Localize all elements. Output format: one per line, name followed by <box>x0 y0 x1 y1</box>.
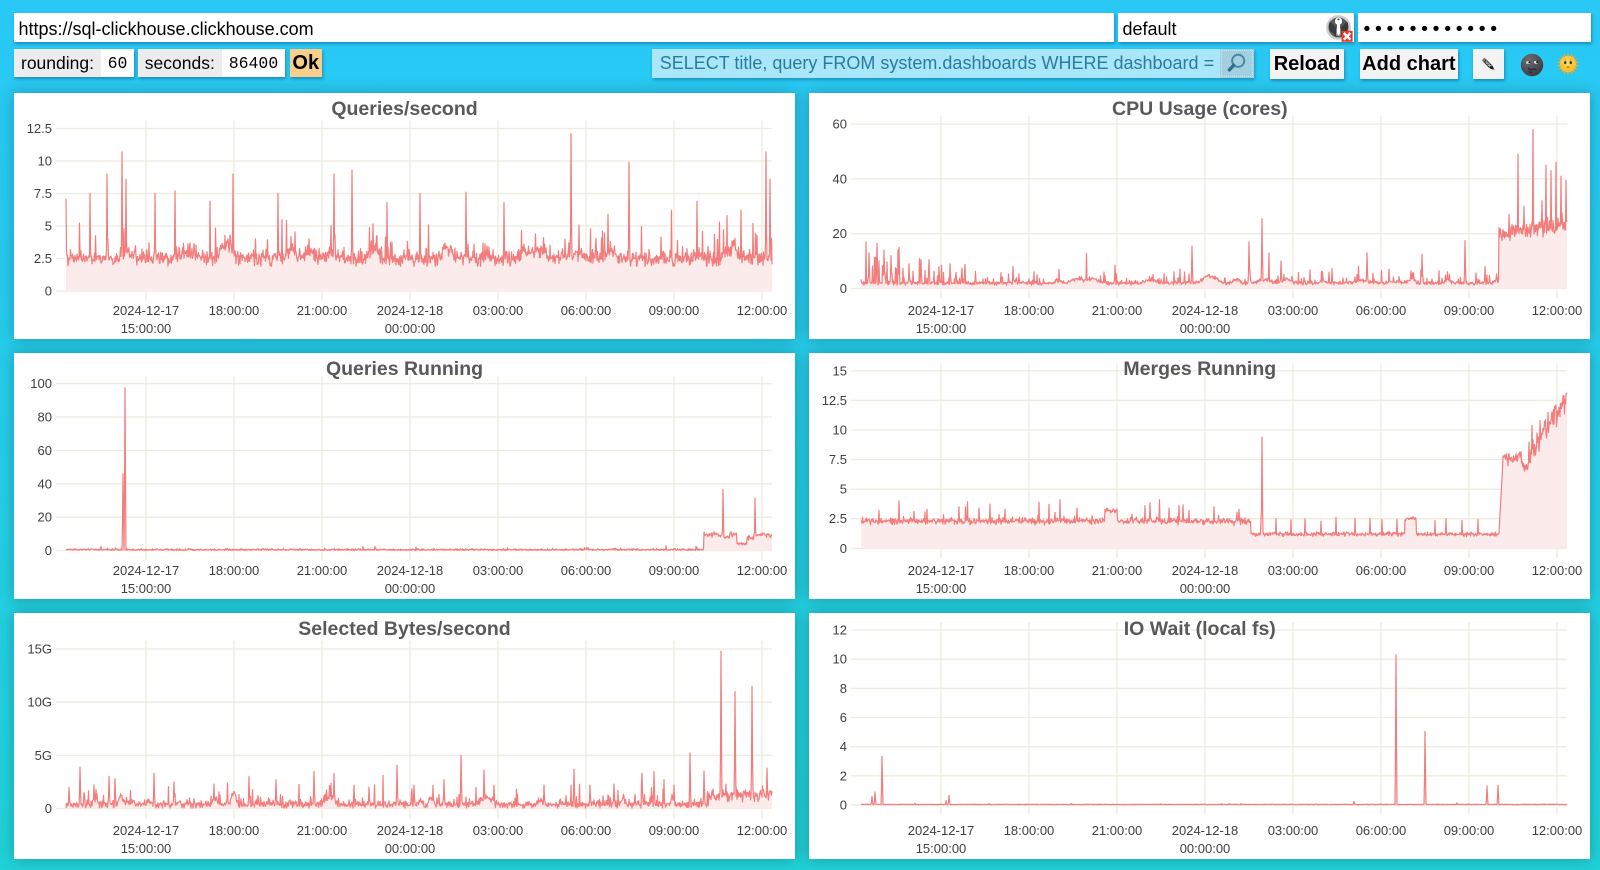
svg-text:20: 20 <box>833 226 847 241</box>
svg-text:18:00:00: 18:00:00 <box>1004 823 1055 838</box>
svg-text:09:00:00: 09:00:00 <box>649 563 700 578</box>
svg-text:15G: 15G <box>27 642 52 657</box>
svg-text:2024-12-18: 2024-12-18 <box>377 563 444 578</box>
svg-text:09:00:00: 09:00:00 <box>649 303 700 318</box>
svg-text:2024-12-18: 2024-12-18 <box>1172 563 1239 578</box>
svg-text:03:00:00: 03:00:00 <box>473 823 524 838</box>
svg-text:2.5: 2.5 <box>829 511 847 526</box>
svg-text:2024-12-18: 2024-12-18 <box>377 823 444 838</box>
svg-text:0: 0 <box>840 281 847 296</box>
svg-text:03:00:00: 03:00:00 <box>1268 303 1319 318</box>
svg-text:2: 2 <box>840 768 847 783</box>
svg-text:06:00:00: 06:00:00 <box>561 303 612 318</box>
svg-text:10G: 10G <box>27 695 52 710</box>
svg-text:10: 10 <box>833 423 847 438</box>
svg-text:06:00:00: 06:00:00 <box>561 563 612 578</box>
svg-text:00:00:00: 00:00:00 <box>1180 321 1231 336</box>
svg-text:12.5: 12.5 <box>822 393 847 408</box>
svg-text:2024-12-18: 2024-12-18 <box>1172 823 1239 838</box>
svg-text:2024-12-17: 2024-12-17 <box>908 823 975 838</box>
svg-text:2024-12-17: 2024-12-17 <box>908 303 975 318</box>
svg-text:03:00:00: 03:00:00 <box>1268 823 1319 838</box>
svg-text:7.5: 7.5 <box>34 186 52 201</box>
svg-text:5: 5 <box>45 219 52 234</box>
svg-text:06:00:00: 06:00:00 <box>1356 823 1407 838</box>
svg-text:00:00:00: 00:00:00 <box>385 841 436 856</box>
svg-text:12:00:00: 12:00:00 <box>1532 303 1583 318</box>
svg-text:2024-12-17: 2024-12-17 <box>908 563 975 578</box>
svg-text:03:00:00: 03:00:00 <box>1268 563 1319 578</box>
svg-text:09:00:00: 09:00:00 <box>1444 303 1495 318</box>
svg-text:15:00:00: 15:00:00 <box>121 321 172 336</box>
svg-text:00:00:00: 00:00:00 <box>1180 581 1231 596</box>
svg-text:00:00:00: 00:00:00 <box>1180 841 1231 856</box>
svg-text:60: 60 <box>38 443 52 458</box>
svg-text:6: 6 <box>840 710 847 725</box>
svg-text:03:00:00: 03:00:00 <box>473 303 524 318</box>
svg-text:4: 4 <box>840 739 847 754</box>
svg-text:60: 60 <box>833 117 847 132</box>
svg-text:06:00:00: 06:00:00 <box>561 823 612 838</box>
svg-text:8: 8 <box>840 681 847 696</box>
svg-text:10: 10 <box>833 652 847 667</box>
svg-text:5: 5 <box>840 482 847 497</box>
svg-text:15:00:00: 15:00:00 <box>916 841 967 856</box>
svg-text:18:00:00: 18:00:00 <box>209 563 260 578</box>
svg-text:80: 80 <box>38 410 52 425</box>
svg-text:100: 100 <box>30 376 52 391</box>
svg-text:15:00:00: 15:00:00 <box>916 581 967 596</box>
svg-text:0: 0 <box>840 541 847 556</box>
svg-text:12.5: 12.5 <box>27 121 52 136</box>
svg-text:18:00:00: 18:00:00 <box>209 303 260 318</box>
svg-text:12:00:00: 12:00:00 <box>737 303 788 318</box>
svg-text:12:00:00: 12:00:00 <box>1532 563 1583 578</box>
svg-text:2.5: 2.5 <box>34 251 52 266</box>
svg-text:7.5: 7.5 <box>829 452 847 467</box>
svg-text:00:00:00: 00:00:00 <box>385 321 436 336</box>
svg-text:03:00:00: 03:00:00 <box>473 563 524 578</box>
svg-text:15:00:00: 15:00:00 <box>916 321 967 336</box>
svg-text:21:00:00: 21:00:00 <box>1092 303 1143 318</box>
svg-text:00:00:00: 00:00:00 <box>385 581 436 596</box>
svg-text:09:00:00: 09:00:00 <box>1444 563 1495 578</box>
svg-text:15:00:00: 15:00:00 <box>121 841 172 856</box>
svg-text:18:00:00: 18:00:00 <box>1004 563 1055 578</box>
svg-text:10: 10 <box>38 154 52 169</box>
svg-text:0: 0 <box>840 798 847 813</box>
svg-text:20: 20 <box>38 510 52 525</box>
svg-text:21:00:00: 21:00:00 <box>297 563 348 578</box>
svg-text:15: 15 <box>833 363 847 378</box>
svg-text:12: 12 <box>833 623 847 638</box>
svg-text:2024-12-18: 2024-12-18 <box>1172 303 1239 318</box>
svg-text:2024-12-17: 2024-12-17 <box>113 823 180 838</box>
svg-text:06:00:00: 06:00:00 <box>1356 303 1407 318</box>
svg-text:15:00:00: 15:00:00 <box>121 581 172 596</box>
svg-text:09:00:00: 09:00:00 <box>649 823 700 838</box>
svg-text:09:00:00: 09:00:00 <box>1444 823 1495 838</box>
svg-text:2024-12-18: 2024-12-18 <box>377 303 444 318</box>
svg-text:12:00:00: 12:00:00 <box>737 563 788 578</box>
svg-text:21:00:00: 21:00:00 <box>1092 563 1143 578</box>
svg-text:12:00:00: 12:00:00 <box>737 823 788 838</box>
svg-text:21:00:00: 21:00:00 <box>1092 823 1143 838</box>
svg-text:12:00:00: 12:00:00 <box>1532 823 1583 838</box>
svg-text:5G: 5G <box>35 748 52 763</box>
svg-text:06:00:00: 06:00:00 <box>1356 563 1407 578</box>
svg-text:40: 40 <box>833 171 847 186</box>
svg-text:21:00:00: 21:00:00 <box>297 823 348 838</box>
svg-text:40: 40 <box>38 476 52 491</box>
svg-text:2024-12-17: 2024-12-17 <box>113 303 180 318</box>
svg-text:21:00:00: 21:00:00 <box>297 303 348 318</box>
svg-text:0: 0 <box>45 543 52 558</box>
svg-text:2024-12-17: 2024-12-17 <box>113 563 180 578</box>
svg-text:18:00:00: 18:00:00 <box>1004 303 1055 318</box>
svg-text:0: 0 <box>45 284 52 299</box>
svg-text:18:00:00: 18:00:00 <box>209 823 260 838</box>
svg-text:0: 0 <box>45 801 52 816</box>
